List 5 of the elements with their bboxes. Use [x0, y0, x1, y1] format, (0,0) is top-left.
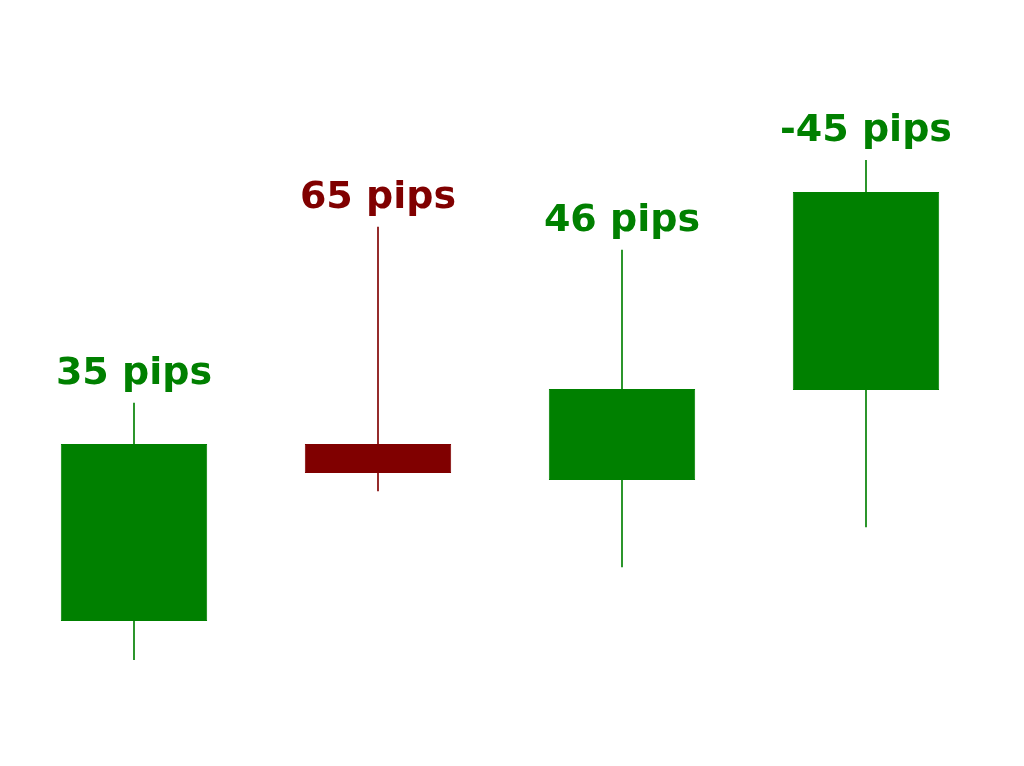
- text: 35 pips: [55, 348, 213, 393]
- text: -45 pips: [780, 105, 952, 150]
- text: 65 pips: [299, 172, 457, 217]
- candlestick: [304, 226, 452, 492]
- text: 46 pips: [543, 195, 701, 240]
